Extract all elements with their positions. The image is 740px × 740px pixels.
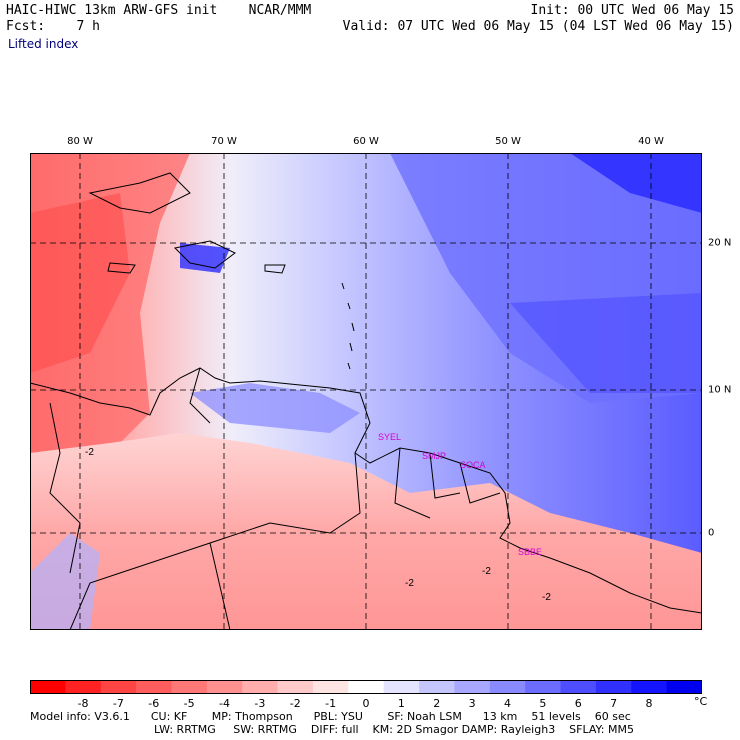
model-title: HAIC-HIWC 13km ARW-GFS init NCAR/MMM (6, 3, 312, 18)
colorbar-swatch (171, 680, 208, 694)
lat-lon-grid (30, 153, 702, 630)
colorbar-swatch (595, 680, 632, 694)
colorbar-swatch (312, 680, 349, 694)
colorbar-swatch (631, 680, 668, 694)
colorbar-unit: °C (694, 695, 708, 708)
lon-label-70w: 70 W (211, 136, 237, 147)
colorbar-tick-label: -2 (289, 697, 301, 710)
very-stable-region (570, 153, 702, 213)
contour-label: -2 (482, 566, 491, 577)
colorbar-swatch (136, 680, 172, 694)
lat-label-0: 0 (708, 527, 715, 539)
colorbar-swatch (242, 680, 279, 694)
footer-model-info: Model info: V3.6.1 CU: KF MP: Thompson P… (30, 710, 631, 723)
lon-label-50w: 50 W (495, 136, 521, 147)
lon-label-80w: 80 W (67, 136, 93, 147)
valid-time: Valid: 07 UTC Wed 06 May 15 (04 LST Wed … (342, 19, 734, 34)
unstable-region-south (30, 433, 702, 630)
colorbar-tick-label: -8 (77, 697, 89, 710)
lon-label-40w: 40 W (638, 136, 664, 147)
colorbar-tick-label: -4 (219, 697, 230, 710)
colorbar-swatch (454, 680, 491, 694)
colorbar-swatch (560, 680, 597, 694)
footer-physics-info: LW: RRTMG SW: RRTMG DIFF: full KM: 2D Sm… (154, 723, 634, 736)
colorbar-tick-label: -5 (183, 697, 195, 710)
colorbar-tick-label: 7 (610, 697, 618, 710)
contour-label: -2 (405, 578, 414, 589)
lifted-index-map: SYEL SMJP SOCA SBBE -2 -2 -2 -2 (30, 153, 702, 630)
colorbar-tick-label: 4 (503, 697, 511, 710)
colorbar-tick-label: -6 (148, 697, 160, 710)
colorbar-tick-label: 3 (468, 697, 476, 710)
colorbar-swatch (525, 680, 562, 694)
colorbar-tick-label: 6 (574, 697, 582, 710)
colorbar-tick-label: 8 (645, 697, 653, 710)
colorbar-swatch (65, 680, 102, 694)
field-name: Lifted index (8, 37, 79, 51)
colorbar-swatch (419, 680, 455, 694)
stable-band (510, 293, 702, 393)
colorbar-swatch (348, 680, 385, 694)
station-smjp: SMJP (422, 451, 446, 461)
init-time: Init: 00 UTC Wed 06 May 15 (530, 3, 735, 18)
forecast-hour: Fcst: 7 h (6, 19, 100, 34)
colorbar-swatch (383, 680, 420, 694)
colorbar-tick-label: -3 (254, 697, 266, 710)
stable-region-pacific (30, 533, 100, 630)
colorbar (30, 680, 702, 694)
colorbar-swatch (666, 680, 702, 694)
stable-region-caribbean (190, 383, 360, 433)
map-frame (30, 153, 702, 630)
contour-label: -2 (542, 592, 551, 603)
colorbar-swatch (277, 680, 314, 694)
colorbar-tick-label: 5 (539, 697, 547, 710)
colorbar-tick-label: 0 (362, 697, 370, 710)
lesser-antilles (341, 282, 355, 370)
lat-label-20n: 20 N (708, 237, 732, 249)
colorbar-tick-label: 1 (397, 697, 405, 710)
colorbar-tick-label: -7 (112, 697, 124, 710)
lat-label-10n: 10 N (708, 384, 732, 396)
station-soca: SOCA (460, 460, 486, 470)
colorbar-tick-label: 2 (433, 697, 441, 710)
colorbar-swatch (206, 680, 243, 694)
lon-label-60w: 60 W (353, 136, 379, 147)
colorbar-swatch (489, 680, 526, 694)
colorbar-tick-label: -1 (325, 697, 337, 710)
colorbar-swatch (100, 680, 137, 694)
station-sbbe: SBBE (518, 547, 542, 557)
contour-label: -2 (85, 447, 94, 458)
colorbar-frame (30, 680, 702, 694)
colorbar-swatch (30, 680, 66, 694)
station-syel: SYEL (378, 432, 401, 442)
